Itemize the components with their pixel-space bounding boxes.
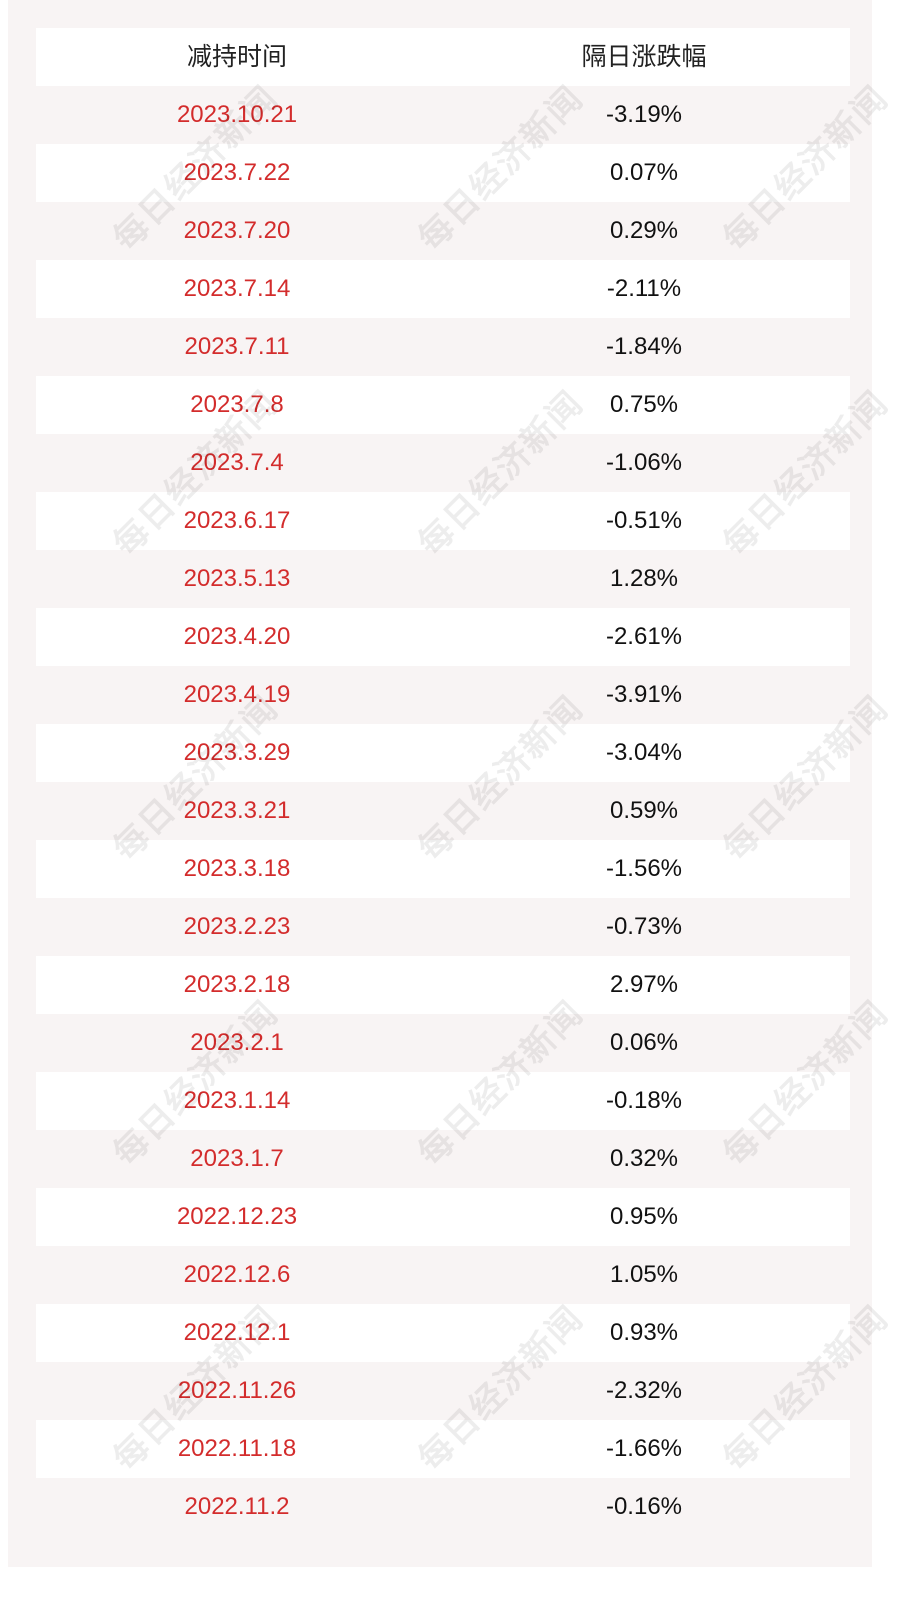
row-change: -1.66% (605, 1435, 683, 1462)
table-row: 2023.2.23 -0.73% (36, 898, 850, 956)
row-change: 0.07% (609, 159, 679, 186)
row-change: -2.61% (605, 623, 683, 650)
table-row: 2022.11.18 -1.66% (36, 1420, 850, 1478)
row-change: 0.29% (609, 217, 679, 244)
row-change: -0.51% (605, 507, 683, 534)
table-row: 2023.6.17 -0.51% (36, 492, 850, 550)
table-row: 2023.7.11 -1.84% (36, 318, 850, 376)
table-row: 2023.3.29 -3.04% (36, 724, 850, 782)
table-header-row: 减持时间 隔日涨跌幅 (36, 28, 850, 86)
table-row: 2023.5.13 1.28% (36, 550, 850, 608)
row-change: 1.05% (609, 1261, 679, 1288)
row-change: -0.18% (605, 1087, 683, 1114)
row-date: 2022.11.26 (177, 1377, 297, 1404)
row-date: 2023.7.20 (183, 217, 291, 244)
row-change: 0.59% (609, 797, 679, 824)
table-row: 2023.7.4 -1.06% (36, 434, 850, 492)
table-row: 2023.7.8 0.75% (36, 376, 850, 434)
row-change: -3.04% (605, 739, 683, 766)
header-date: 减持时间 (186, 43, 287, 71)
row-date: 2023.7.14 (183, 275, 291, 302)
table-row: 2023.2.1 0.06% (36, 1014, 850, 1072)
row-date: 2023.7.22 (183, 159, 291, 186)
table-row: 2022.11.2 -0.16% (36, 1478, 850, 1536)
row-date: 2023.10.21 (176, 101, 298, 128)
row-change: 2.97% (609, 971, 679, 998)
row-date: 2023.1.14 (183, 1087, 291, 1114)
row-date: 2022.12.6 (183, 1261, 291, 1288)
table-row: 2023.3.18 -1.56% (36, 840, 850, 898)
row-change: -3.91% (605, 681, 683, 708)
table-row: 2023.1.14 -0.18% (36, 1072, 850, 1130)
row-change: -2.11% (606, 275, 682, 302)
row-date: 2023.7.8 (190, 391, 284, 418)
row-change: 0.75% (609, 391, 679, 418)
table-row: 2023.3.21 0.59% (36, 782, 850, 840)
row-change: -0.16% (605, 1493, 683, 1520)
header-change: 隔日涨跌幅 (581, 43, 707, 71)
row-change: -1.56% (605, 855, 683, 882)
row-date: 2023.3.29 (183, 739, 291, 766)
row-date: 2022.11.18 (177, 1435, 297, 1462)
table-row: 2022.12.1 0.93% (36, 1304, 850, 1362)
table-row: 2023.7.22 0.07% (36, 144, 850, 202)
row-date: 2022.11.2 (184, 1493, 290, 1520)
row-date: 2023.2.1 (190, 1029, 284, 1056)
table-row: 2023.7.20 0.29% (36, 202, 850, 260)
table-row: 2023.4.19 -3.91% (36, 666, 850, 724)
reduction-table: 减持时间 隔日涨跌幅 2023.10.21 -3.19% 2023.7.22 0.07… (36, 28, 850, 1536)
row-change: -1.84% (605, 333, 683, 360)
table-row: 2022.12.23 0.95% (36, 1188, 850, 1246)
row-date: 2023.1.7 (190, 1145, 284, 1172)
row-change: -3.19% (605, 101, 683, 128)
row-date: 2022.12.23 (176, 1203, 298, 1230)
row-date: 2023.7.11 (184, 333, 290, 360)
row-date: 2023.3.18 (183, 855, 291, 882)
row-date: 2023.2.23 (183, 913, 291, 940)
table-row: 2023.1.7 0.32% (36, 1130, 850, 1188)
row-change: 0.32% (609, 1145, 679, 1172)
row-date: 2023.5.13 (183, 565, 291, 592)
table-row: 2023.7.14 -2.11% (36, 260, 850, 318)
table-row: 2023.2.18 2.97% (36, 956, 850, 1014)
table-row: 2023.4.20 -2.61% (36, 608, 850, 666)
row-date: 2023.6.17 (183, 507, 291, 534)
row-date: 2023.7.4 (190, 449, 284, 476)
table-row: 2022.12.6 1.05% (36, 1246, 850, 1304)
row-date: 2023.4.20 (183, 623, 291, 650)
row-date: 2022.12.1 (183, 1319, 291, 1346)
row-change: -1.06% (605, 449, 683, 476)
row-date: 2023.4.19 (183, 681, 291, 708)
row-date: 2023.3.21 (183, 797, 291, 824)
table-row: 2023.10.21 -3.19% (36, 86, 850, 144)
row-date: 2023.2.18 (183, 971, 291, 998)
table-row: 2022.11.26 -2.32% (36, 1362, 850, 1420)
row-change: 1.28% (609, 565, 679, 592)
row-change: -0.73% (605, 913, 683, 940)
row-change: -2.32% (605, 1377, 683, 1404)
row-change: 0.93% (609, 1319, 679, 1346)
row-change: 0.95% (609, 1203, 679, 1230)
row-change: 0.06% (609, 1029, 679, 1056)
